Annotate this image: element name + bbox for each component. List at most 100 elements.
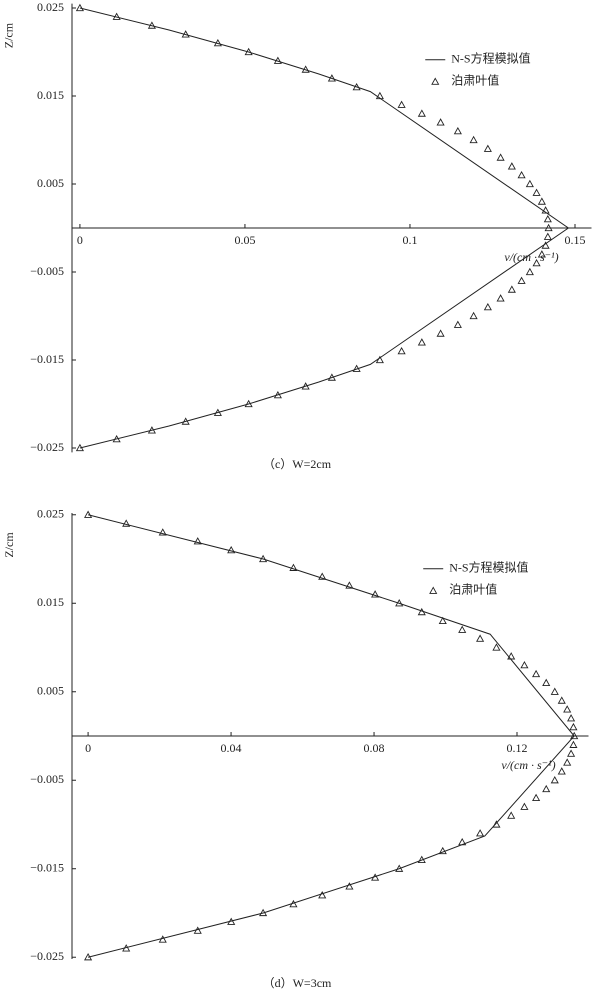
marker: [517, 276, 526, 284]
y-tick-label: −0.025: [30, 949, 64, 963]
marker: [289, 563, 298, 571]
marker: [273, 56, 282, 64]
marker: [520, 802, 529, 810]
legend-label: 泊肃叶值: [451, 72, 499, 87]
marker: [181, 30, 190, 38]
marker: [84, 510, 93, 518]
marker: [375, 355, 384, 364]
legend-marker: [431, 77, 440, 85]
marker: [542, 784, 551, 793]
marker: [492, 820, 501, 828]
marker: [483, 302, 492, 311]
marker: [550, 776, 559, 784]
x-tick-label: 0.15: [564, 233, 585, 247]
marker: [492, 643, 501, 651]
marker: [397, 346, 406, 355]
marker: [327, 373, 336, 381]
marker: [496, 153, 505, 161]
marker: [541, 206, 550, 214]
marker: [259, 908, 268, 917]
marker: [147, 21, 156, 29]
marker: [345, 882, 354, 890]
marker: [158, 935, 167, 943]
y-tick-label: 0.025: [37, 507, 64, 521]
marker: [507, 652, 516, 660]
marker: [517, 170, 526, 179]
y-tick-label: −0.015: [30, 352, 64, 366]
marker: [112, 12, 121, 20]
marker: [417, 109, 426, 117]
marker: [395, 599, 404, 607]
x-tick-label: 0.04: [221, 741, 242, 755]
y-tick-label: 0.005: [37, 684, 64, 698]
legend-label: 泊肃叶值: [449, 582, 497, 597]
y-tick-label: −0.025: [30, 440, 64, 454]
marker: [507, 162, 516, 170]
x-tick-label: 0.08: [364, 741, 385, 755]
marker: [259, 554, 268, 563]
marker: [375, 91, 384, 100]
marker: [476, 634, 485, 642]
caption: （c）W=2cm: [263, 457, 332, 471]
marker: [193, 926, 202, 934]
marker: [458, 625, 467, 633]
marker: [417, 338, 426, 346]
marker: [438, 616, 447, 625]
marker: [543, 232, 552, 240]
marker: [301, 65, 310, 73]
marker: [557, 767, 566, 775]
marker: [458, 837, 467, 846]
marker: [75, 3, 84, 12]
marker: [112, 434, 121, 443]
marker: [567, 749, 576, 757]
marker: [483, 144, 492, 152]
marker: [570, 731, 579, 740]
marker: [417, 855, 426, 863]
marker: [541, 241, 550, 249]
x-tick-label: 0.05: [234, 233, 255, 247]
marker: [496, 294, 505, 302]
marker: [345, 581, 354, 589]
marker: [532, 188, 541, 196]
marker: [397, 100, 406, 108]
marker: [453, 320, 462, 328]
x-axis-label: v/(cm · s⁻¹): [501, 758, 555, 772]
marker: [532, 669, 541, 678]
marker: [227, 917, 236, 925]
marker: [395, 864, 404, 872]
marker: [563, 705, 572, 713]
marker: [507, 285, 516, 293]
marker: [532, 258, 541, 267]
marker: [227, 545, 236, 554]
y-tick-label: 0.005: [37, 176, 64, 190]
marker: [550, 687, 559, 695]
marker: [193, 537, 202, 545]
x-tick-label: 0.1: [402, 233, 417, 247]
marker: [557, 696, 566, 704]
marker: [352, 82, 361, 91]
marker: [273, 390, 282, 399]
marker: [438, 846, 447, 855]
marker: [525, 179, 534, 188]
marker: [453, 126, 462, 135]
y-axis-label: Z/cm: [2, 22, 16, 48]
marker: [301, 382, 310, 390]
marker: [84, 953, 93, 961]
legend-marker: [429, 586, 438, 594]
marker: [569, 722, 578, 731]
x-tick-label: 0: [77, 233, 83, 247]
legend-label: N-S方程模拟值: [451, 50, 530, 65]
marker: [469, 135, 478, 144]
x-tick-label: 0: [85, 741, 91, 755]
marker: [436, 118, 445, 126]
profile-line: [87, 514, 575, 958]
marker: [567, 714, 576, 722]
marker: [318, 891, 327, 899]
caption: （d）W=3cm: [263, 976, 332, 990]
y-tick-label: 0.015: [37, 595, 64, 609]
marker: [532, 793, 541, 802]
marker: [318, 572, 327, 580]
marker: [417, 607, 426, 616]
marker: [436, 329, 445, 337]
